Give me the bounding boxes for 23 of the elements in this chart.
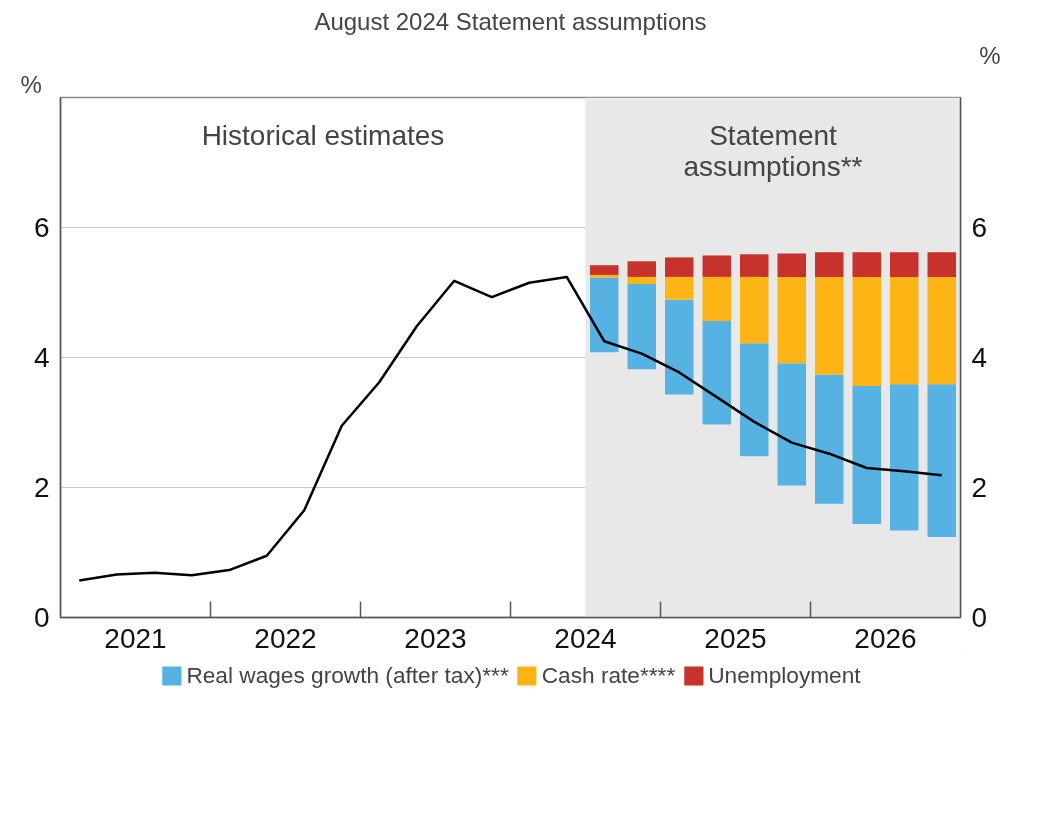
legend-label: Unemployment (708, 661, 861, 689)
y2-tick-label: 0 (971, 602, 988, 633)
chart-title: August 2024 Statement assumptions (314, 7, 707, 35)
y2-tick-label: 2 (971, 472, 988, 503)
legend-label: Real wages growth (after tax)*** (186, 661, 509, 689)
y-tick-label: 4 (33, 342, 50, 373)
y-tick-label: 2 (33, 472, 50, 503)
y2-tick-label: 4 (971, 342, 988, 373)
y2-axis-title: % (979, 41, 1001, 69)
x-tick-label: 2024 (554, 622, 617, 654)
x-tick-label: 2021 (104, 622, 167, 654)
legend-label: Cash rate**** (541, 661, 676, 689)
x-tick-label: 2026 (854, 622, 917, 654)
line-series (78, 275, 943, 582)
annotation: Statement assumptions** (683, 119, 863, 182)
x-tick-label: 2025 (704, 622, 767, 654)
x-tick-label: 2022 (254, 622, 317, 654)
annotation: Historical estimates (201, 119, 445, 151)
y-tick-label: 0 (33, 602, 50, 633)
y-tick-label: 6 (33, 212, 50, 243)
y-axis-title: % (20, 70, 42, 98)
y2-tick-label: 6 (971, 212, 988, 243)
x-tick-label: 2023 (404, 622, 467, 654)
